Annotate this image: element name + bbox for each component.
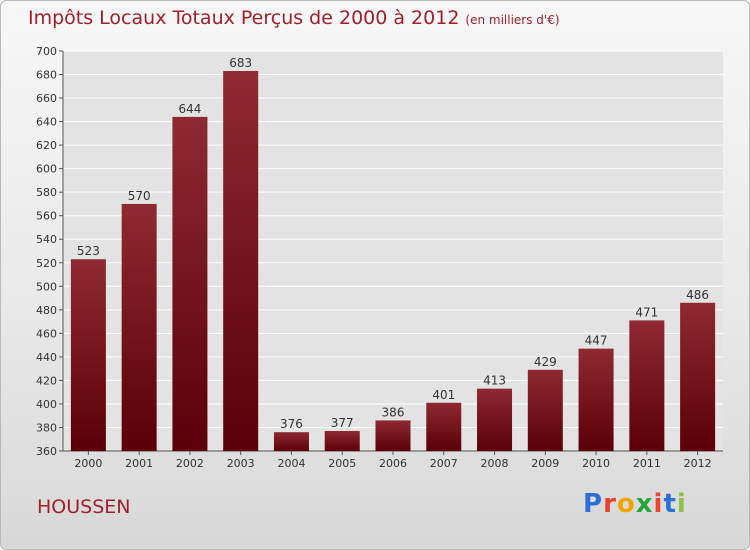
y-tick-label: 400 <box>36 398 57 411</box>
logo-letter: x <box>635 489 654 519</box>
x-tick-label: 2004 <box>277 457 305 470</box>
y-tick-label: 460 <box>36 327 57 340</box>
value-label: 471 <box>635 305 658 319</box>
y-tick-label: 660 <box>36 92 57 105</box>
proxiti-logo: Proxiti <box>583 489 687 519</box>
x-tick-label: 2002 <box>176 457 204 470</box>
y-tick-label: 520 <box>36 257 57 270</box>
x-tick-label: 2012 <box>684 457 712 470</box>
y-tick-label: 420 <box>36 374 57 387</box>
bar-2006 <box>375 420 411 451</box>
y-tick-label: 380 <box>36 421 57 434</box>
x-tick-label: 2009 <box>531 457 559 470</box>
x-tick-label: 2010 <box>582 457 610 470</box>
bar-2003 <box>223 71 259 451</box>
bar-2011 <box>629 320 665 451</box>
chart-unit: (en milliers d'€) <box>465 13 560 27</box>
x-tick-label: 2008 <box>481 457 509 470</box>
plot-area <box>63 51 723 451</box>
y-tick-label: 640 <box>36 116 57 129</box>
y-tick-label: 680 <box>36 69 57 82</box>
y-tick-label: 500 <box>36 280 57 293</box>
bar-2004 <box>273 432 309 451</box>
x-tick-label: 2000 <box>74 457 102 470</box>
x-tick-label: 2003 <box>227 457 255 470</box>
y-tick-label: 480 <box>36 304 57 317</box>
y-tick-label: 700 <box>36 45 57 58</box>
x-tick-label: 2007 <box>430 457 458 470</box>
x-tick-label: 2006 <box>379 457 407 470</box>
value-label: 447 <box>585 334 608 348</box>
bar-2009 <box>527 369 563 451</box>
value-label: 413 <box>483 374 506 388</box>
y-tick-label: 540 <box>36 233 57 246</box>
value-label: 570 <box>128 189 151 203</box>
x-tick-label: 2011 <box>633 457 661 470</box>
bar-2008 <box>477 388 513 451</box>
y-tick-label: 620 <box>36 139 57 152</box>
logo-letter: r <box>603 489 617 519</box>
logo-letter: o <box>616 489 636 519</box>
chart-title-text: Impôts Locaux Totaux Perçus de 2000 à 20… <box>28 7 460 29</box>
logo-letter: P <box>583 489 604 519</box>
bar-2000 <box>70 259 106 451</box>
y-tick-label: 580 <box>36 186 57 199</box>
bar-2005 <box>324 431 360 451</box>
value-label: 486 <box>686 288 709 302</box>
bar-2010 <box>578 348 614 451</box>
x-tick-label: 2001 <box>125 457 153 470</box>
x-tick-label: 2005 <box>328 457 356 470</box>
city-name: HOUSSEN <box>37 496 131 518</box>
bar-2001 <box>121 203 157 451</box>
value-label: 386 <box>382 405 405 419</box>
bar-2002 <box>172 116 208 451</box>
logo-letter: i <box>676 489 687 519</box>
y-tick-label: 440 <box>36 351 57 364</box>
value-label: 429 <box>534 355 557 369</box>
value-label: 644 <box>178 102 201 116</box>
y-tick-label: 360 <box>36 445 57 458</box>
value-label: 376 <box>280 417 303 431</box>
value-label: 683 <box>229 56 252 70</box>
bar-2007 <box>426 402 462 451</box>
y-tick-label: 560 <box>36 210 57 223</box>
chart-title: Impôts Locaux Totaux Perçus de 2000 à 20… <box>28 7 560 29</box>
bar-2012 <box>680 302 716 451</box>
value-label: 377 <box>331 416 354 430</box>
value-label: 523 <box>77 244 100 258</box>
value-label: 401 <box>432 388 455 402</box>
logo-letter: i <box>653 489 664 519</box>
y-tick-label: 600 <box>36 163 57 176</box>
logo-letter: t <box>663 489 677 519</box>
